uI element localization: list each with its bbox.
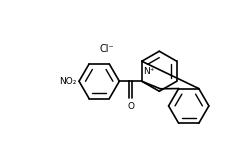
Text: NO₂: NO₂ xyxy=(59,77,77,86)
Text: O: O xyxy=(127,102,134,111)
Text: N⁺: N⁺ xyxy=(143,67,155,76)
Text: Cl⁻: Cl⁻ xyxy=(100,44,114,54)
